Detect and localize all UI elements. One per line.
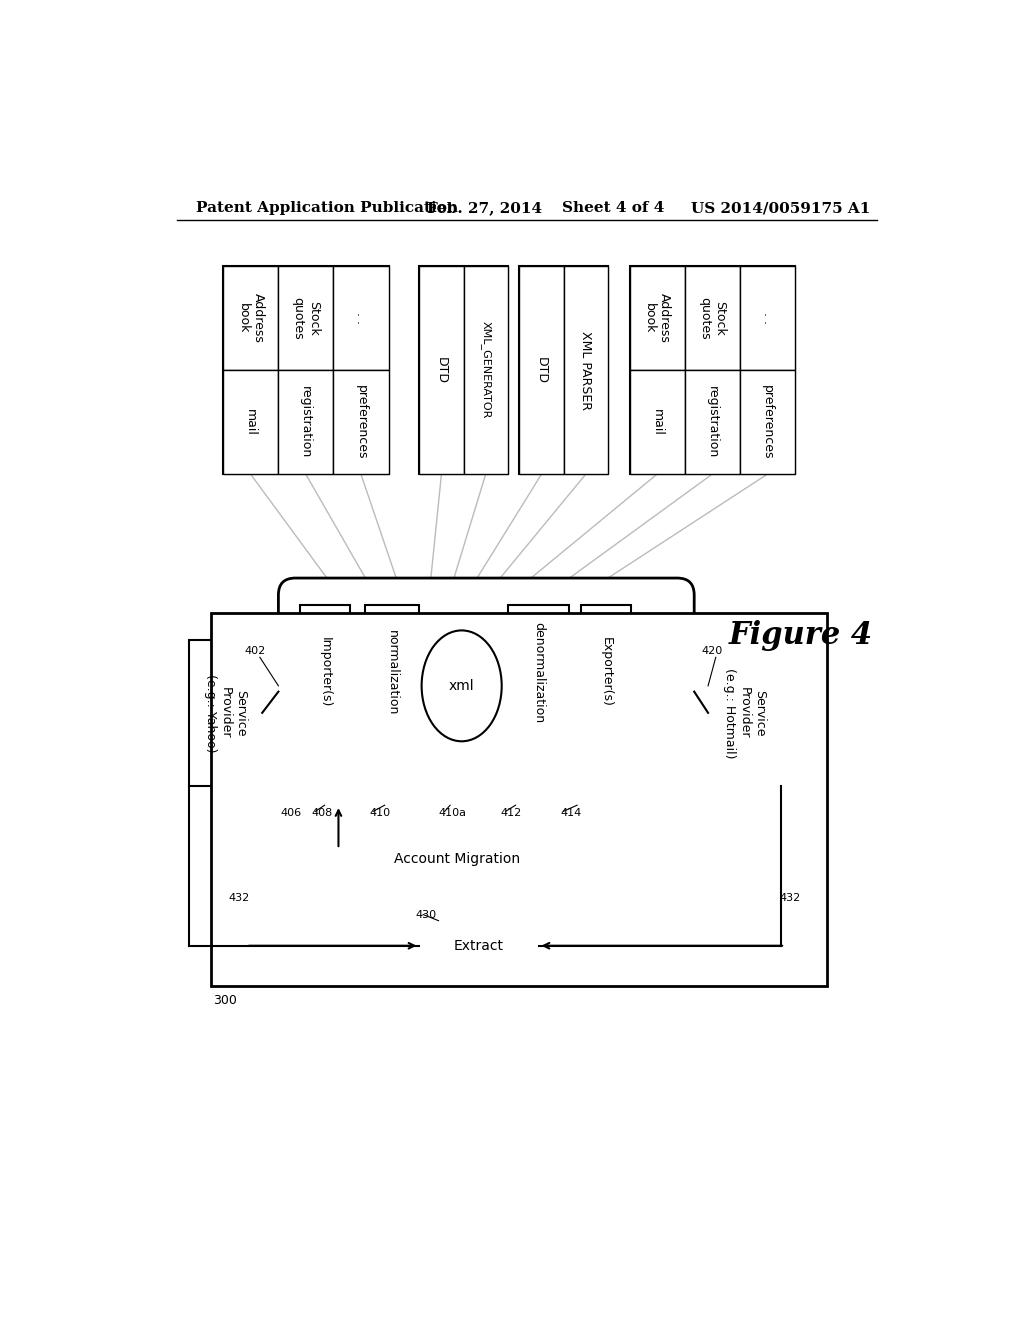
Bar [630,267,685,370]
Bar [419,267,508,474]
Bar [740,267,795,370]
Text: 410a: 410a [438,808,467,818]
Text: Stock
quotes: Stock quotes [292,297,319,339]
Text: Stock
quotes: Stock quotes [698,297,726,339]
Bar [211,612,827,986]
Text: Exporter(s): Exporter(s) [599,638,612,708]
Text: . .: . . [761,312,774,325]
Text: Service
Provider
(e.g.: Hotmail): Service Provider (e.g.: Hotmail) [723,668,766,758]
Text: Importer(s): Importer(s) [318,638,332,708]
Text: Service
Provider
(e.g.: Yahoo): Service Provider (e.g.: Yahoo) [204,673,247,752]
Bar [563,267,608,474]
Bar [334,267,388,370]
Bar [189,640,262,785]
Text: registration: registration [706,385,719,458]
Text: Feb. 27, 2014: Feb. 27, 2014 [427,202,542,215]
Text: 430: 430 [416,909,436,920]
Text: Patent Application Publication: Patent Application Publication [196,202,458,215]
Bar [300,605,350,739]
Text: Account Migration: Account Migration [394,853,520,866]
Bar [223,267,279,370]
Ellipse shape [422,631,502,742]
Text: 432: 432 [228,892,250,903]
Bar [334,370,388,474]
Text: 406: 406 [281,808,302,818]
Text: 412: 412 [500,808,521,818]
Text: Sheet 4 of 4: Sheet 4 of 4 [562,202,665,215]
Text: Address
book: Address book [237,293,264,343]
Text: 408: 408 [311,808,333,818]
Text: US 2014/0059175 A1: US 2014/0059175 A1 [691,202,870,215]
Bar [581,605,631,739]
Text: 420: 420 [701,647,723,656]
Bar [708,640,781,785]
Bar [366,605,419,739]
Bar [419,267,464,474]
Bar [464,267,508,474]
Text: XML PARSER: XML PARSER [580,330,592,409]
Text: 410: 410 [370,808,390,818]
Text: normalization: normalization [386,630,399,715]
Text: mail: mail [650,409,664,436]
Bar [685,370,740,474]
Text: 300: 300 [213,994,237,1007]
Text: Extract: Extract [454,939,504,953]
Text: Figure 4: Figure 4 [728,620,872,651]
Text: . .: . . [354,312,368,325]
Text: preferences: preferences [354,385,368,459]
Bar [519,267,608,474]
Text: XML_GENERATOR: XML_GENERATOR [480,322,492,418]
Bar [279,370,334,474]
Bar [279,267,334,370]
Text: 402: 402 [245,647,266,656]
FancyBboxPatch shape [279,578,694,805]
Bar [685,267,740,370]
Text: DTD: DTD [536,356,548,384]
Bar [740,370,795,474]
Bar [508,605,569,739]
Bar [419,921,539,970]
Text: 414: 414 [560,808,582,818]
Text: 432: 432 [779,892,801,903]
Polygon shape [246,840,691,879]
Text: denormalization: denormalization [532,622,545,723]
Bar [223,370,279,474]
Text: mail: mail [244,409,257,436]
Bar [223,267,388,474]
Text: preferences: preferences [761,385,774,459]
Bar [519,267,563,474]
Bar [630,267,795,474]
Text: DTD: DTD [435,356,447,384]
Text: registration: registration [299,385,312,458]
Text: xml: xml [449,678,474,693]
Bar [630,370,685,474]
Text: Address
book: Address book [643,293,671,343]
